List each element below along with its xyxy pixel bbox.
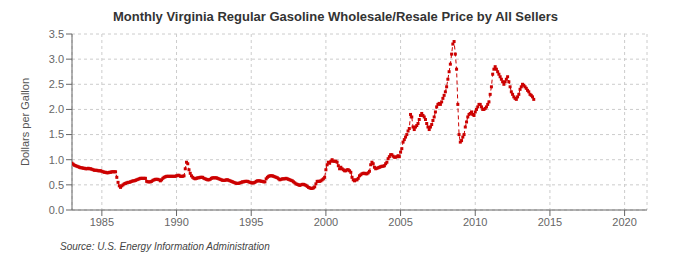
svg-text:1990: 1990 <box>164 216 188 228</box>
svg-text:2010: 2010 <box>463 216 487 228</box>
svg-text:2.0: 2.0 <box>49 103 64 115</box>
html-text:Source: U.S. Energy Informatio: Source: U.S. Energy Information Administ… <box>60 241 270 252</box>
svg-text:Dollars per Gallon: Dollars per Gallon <box>19 78 31 166</box>
svg-text:2000: 2000 <box>314 216 338 228</box>
svg-text:1995: 1995 <box>239 216 263 228</box>
svg-text:3.0: 3.0 <box>49 53 64 65</box>
svg-text:1.0: 1.0 <box>49 154 64 166</box>
svg-text:0.5: 0.5 <box>49 179 64 191</box>
svg-text:2020: 2020 <box>612 216 636 228</box>
svg-text:2015: 2015 <box>538 216 562 228</box>
svg-text:3.5: 3.5 <box>49 28 64 40</box>
svg-text:0.0: 0.0 <box>49 204 64 216</box>
svg-text:2.5: 2.5 <box>49 78 64 90</box>
html-text:Monthly Virginia Regular Gasol: Monthly Virginia Regular Gasoline Wholes… <box>113 9 558 24</box>
svg-text:1.5: 1.5 <box>49 128 64 140</box>
svg-text:1985: 1985 <box>90 216 114 228</box>
svg-text:2005: 2005 <box>388 216 412 228</box>
